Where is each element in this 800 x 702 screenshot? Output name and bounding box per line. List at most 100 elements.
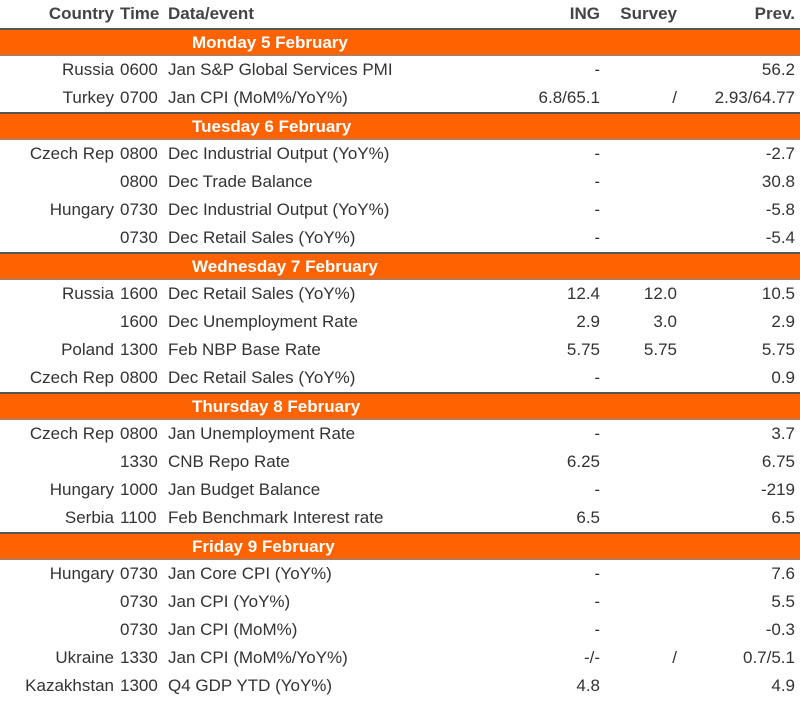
ing-forecast: 6.5 [576,508,600,527]
ing-forecast: 5.75 [566,340,600,359]
previous: 56.2 [761,60,795,79]
event-row: Czech Rep 0800 Dec Retail Sales (YoY%) - 0.9 [0,364,800,393]
header-row: Country Time Data/event ING Survey Prev. [0,0,800,29]
country: Russia [62,60,114,79]
ing-forecast: - [594,228,600,247]
survey [600,196,677,224]
event: CNB Repo Rate [168,452,290,471]
ing-forecast: 6.25 [566,452,600,471]
event-row: Serbia 1100 Feb Benchmark Interest rate 6.5… [0,504,800,533]
country [0,308,120,336]
event-row: Hungary 1000 Jan Budget Balance - -219 [0,476,800,504]
previous: 5.75 [761,340,795,359]
previous: 10.5 [761,284,795,303]
event: Dec Unemployment Rate [168,312,358,331]
event-row: 0730 Jan CPI (MoM%) - -0.3 [0,616,800,644]
survey [600,560,677,589]
event-row: Russia 1600 Dec Retail Sales (YoY%) 12.4 12.… [0,280,800,309]
time: 1600 [120,284,158,303]
previous: 5.5 [771,592,795,611]
event: Jan CPI (MoM%/YoY%) [168,88,348,107]
previous: 2.9 [771,312,795,331]
country: Hungary [49,564,114,583]
time: 0730 [120,200,158,219]
ing-forecast: - [594,564,600,583]
event-row: 0800 Dec Trade Balance - 30.8 [0,168,800,196]
ing-forecast: - [594,200,600,219]
country: Czech Rep [29,424,114,443]
column-header: Country [48,4,114,23]
country: Kazakhstan [25,676,114,695]
event: Jan Core CPI (YoY%) [168,564,332,583]
country [0,168,120,196]
survey: / [672,88,677,107]
time: 1330 [120,648,158,667]
time: 0600 [120,60,158,79]
survey [600,616,677,644]
event-row: Hungary 0730 Jan Core CPI (YoY%) - 7.6 [0,560,800,589]
survey [600,364,677,393]
ing-forecast: 12.4 [566,284,600,303]
ing-forecast: - [594,60,600,79]
ing-forecast: - [594,620,600,639]
event-row: Ukraine 1330 Jan CPI (MoM%/YoY%) -/- / 0.7/5.… [0,644,800,672]
survey [600,140,677,169]
ing-forecast: - [594,480,600,499]
day-header: Tuesday 6 February [0,112,800,140]
event: Jan S&P Global Services PMI [168,60,393,79]
column-header: Data/event [168,4,254,23]
country [0,588,120,616]
ing-forecast: - [594,424,600,443]
time: 1300 [120,676,158,695]
day-header: Wednesday 7 February [0,252,800,280]
time: 0800 [120,368,158,387]
previous: 30.8 [761,172,795,191]
country: Russia [62,284,114,303]
time: 1600 [120,312,158,331]
event-row: 1600 Dec Unemployment Rate 2.9 3.0 2.9 [0,308,800,336]
column-header: Survey [620,4,677,23]
ing-forecast: - [594,368,600,387]
time: 1000 [120,480,158,499]
event: Jan CPI (YoY%) [168,592,291,611]
time: 0700 [120,88,158,107]
event: Dec Retail Sales (YoY%) [168,368,356,387]
previous: -0.3 [765,620,795,639]
previous: 7.6 [771,564,795,583]
ing-forecast: 2.9 [576,312,600,331]
event-row: Hungary 0730 Dec Industrial Output (YoY%) -… [0,196,800,224]
day-header: Thursday 8 February [0,392,800,420]
event: Dec Retail Sales (YoY%) [168,284,356,303]
country: Czech Rep [29,368,114,387]
previous: 4.9 [771,676,795,695]
time: 0730 [120,592,158,611]
previous: -2.7 [765,144,795,163]
survey [600,588,677,616]
event: Dec Industrial Output (YoY%) [168,200,390,219]
column-header: Time [120,4,160,23]
previous: -5.8 [765,200,795,219]
survey [600,504,677,533]
survey: 3.0 [653,312,677,331]
time: 1330 [120,452,158,471]
ing-forecast: - [594,592,600,611]
country [0,448,120,476]
time: 1100 [120,508,157,527]
event: Jan CPI (MoM%/YoY%) [168,648,348,667]
survey [600,168,677,196]
previous: 2.93/64.77 [714,88,795,107]
time: 0800 [120,424,158,443]
ing-forecast: - [594,172,600,191]
event: Feb Benchmark Interest rate [168,508,384,527]
day-row: Thursday 8 February [0,392,800,420]
time: 0800 [120,144,158,163]
country: Czech Rep [29,144,114,163]
survey [600,56,677,85]
event-row: Turkey 0700 Jan CPI (MoM%/YoY%) 6.8/65.1 / 2.… [0,84,800,113]
event-row: Czech Rep 0800 Jan Unemployment Rate - 3.7 [0,420,800,449]
country [0,616,120,644]
country: Ukraine [55,648,114,667]
event: Jan CPI (MoM%) [168,620,298,639]
